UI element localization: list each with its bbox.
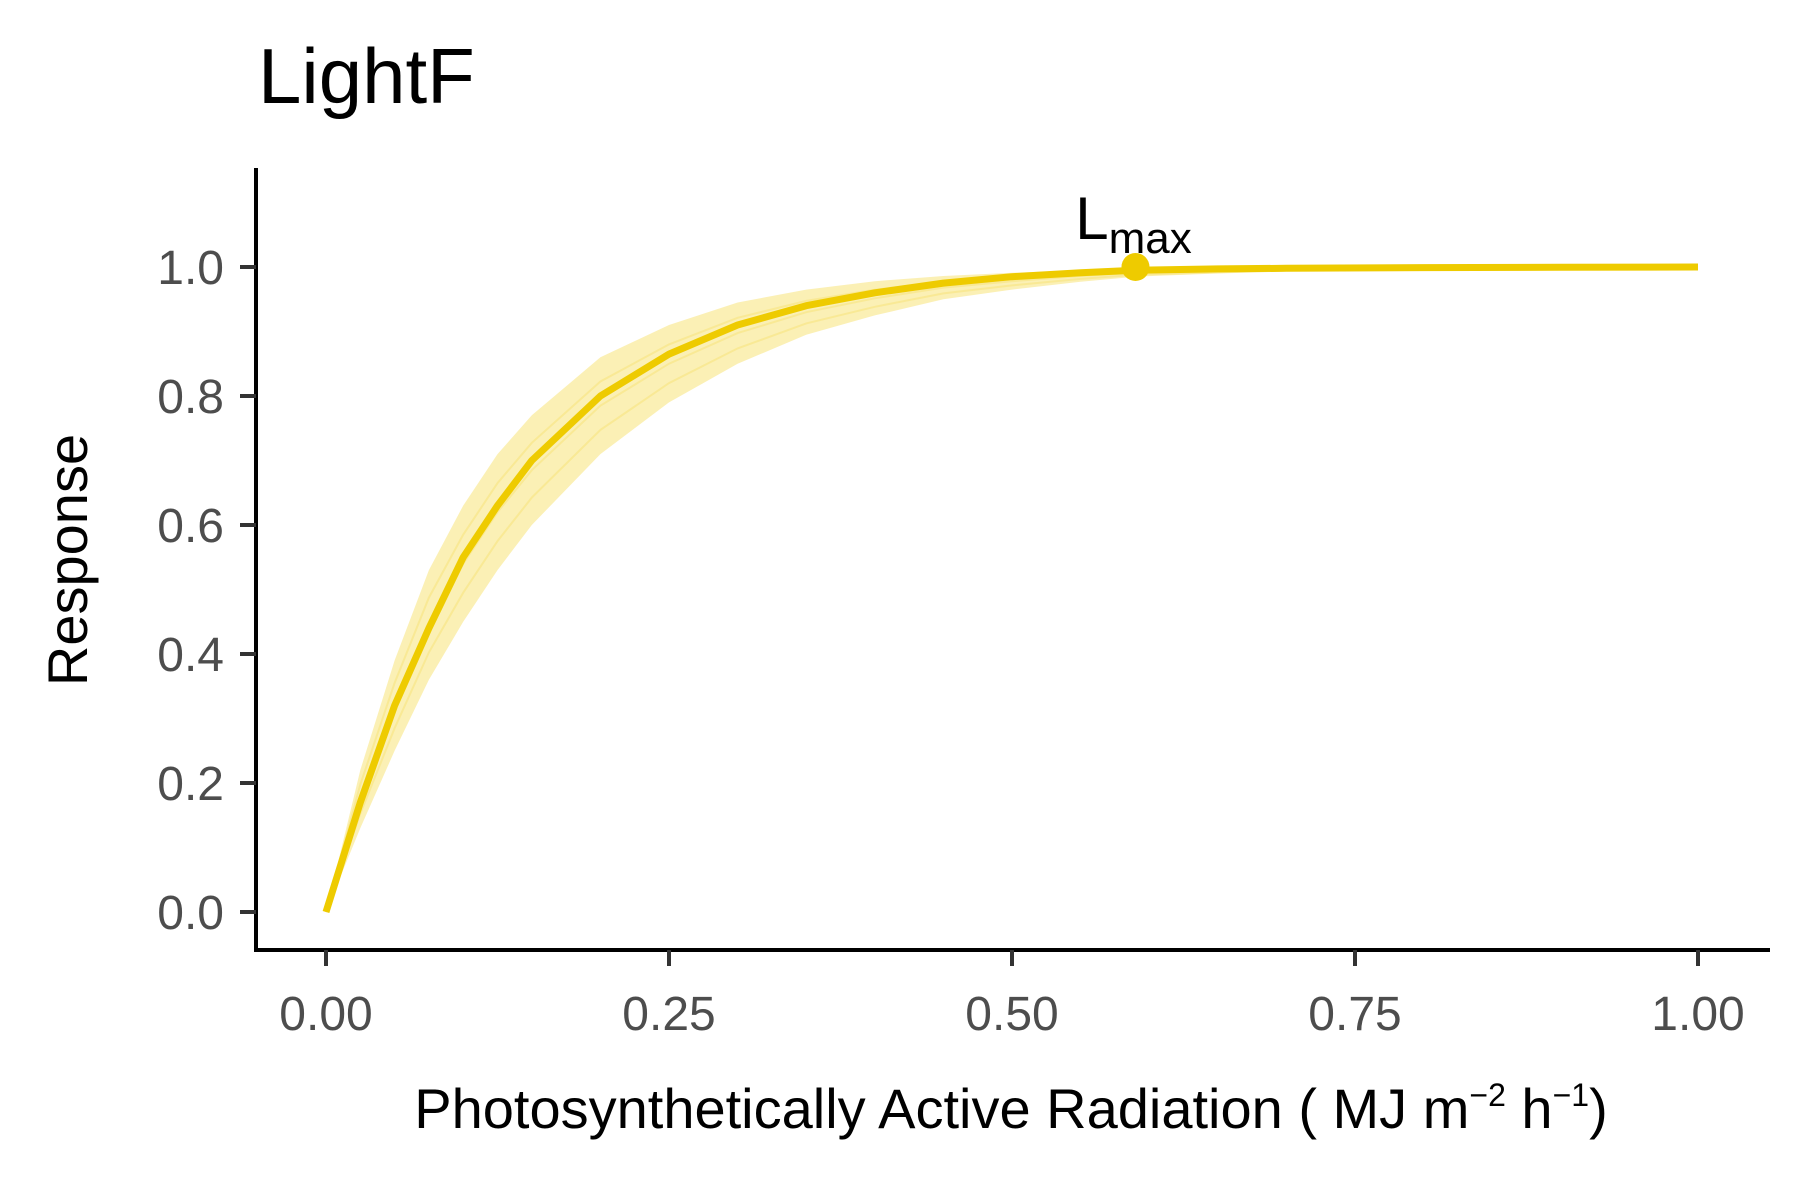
x-axis-title-exp2: −1 [1553, 1077, 1589, 1113]
x-axis-ticks: 0.00 0.25 0.50 0.75 1.00 [279, 950, 1745, 1041]
y-tick-label: 0.6 [157, 500, 224, 553]
lmax-point [1121, 253, 1150, 281]
confidence-band [325, 266, 1699, 913]
y-tick-label: 0.2 [157, 758, 224, 811]
y-axis-title: Response [36, 434, 99, 686]
y-tick-label: 0.8 [157, 371, 224, 424]
x-tick-label: 1.00 [1651, 988, 1744, 1041]
y-tick-label: 1.0 [157, 242, 224, 295]
lmax-label-sub: max [1109, 214, 1192, 263]
y-tick-label: 0.4 [157, 629, 224, 682]
x-axis-title-main: Photosynthetically Active Radiation ( MJ… [414, 1077, 1469, 1140]
x-tick-label: 0.00 [279, 988, 372, 1041]
sample-curve [325, 266, 1699, 913]
x-axis-title: Photosynthetically Active Radiation ( MJ… [414, 1077, 1607, 1140]
x-tick-label: 0.75 [1308, 988, 1401, 1041]
x-axis-title-end: ) [1589, 1077, 1608, 1140]
annotations: Lmax [1075, 185, 1192, 281]
x-axis-title-exp1: −2 [1469, 1077, 1505, 1113]
x-tick-label: 0.25 [622, 988, 715, 1041]
series-lines [322, 263, 1699, 914]
x-axis-title-mid: h [1506, 1077, 1553, 1140]
y-axis-ticks: 0.0 0.2 0.4 0.6 0.8 1.0 [157, 242, 256, 940]
lmax-label: Lmax [1075, 185, 1192, 263]
lmax-label-main: L [1075, 185, 1108, 252]
x-tick-label: 0.50 [965, 988, 1058, 1041]
uncertainty-band [326, 267, 1698, 912]
chart-title: LightF [258, 32, 475, 120]
sample-curve [325, 266, 1699, 913]
y-tick-label: 0.0 [157, 887, 224, 940]
central-line [322, 263, 1699, 914]
sample-curve [325, 266, 1699, 913]
